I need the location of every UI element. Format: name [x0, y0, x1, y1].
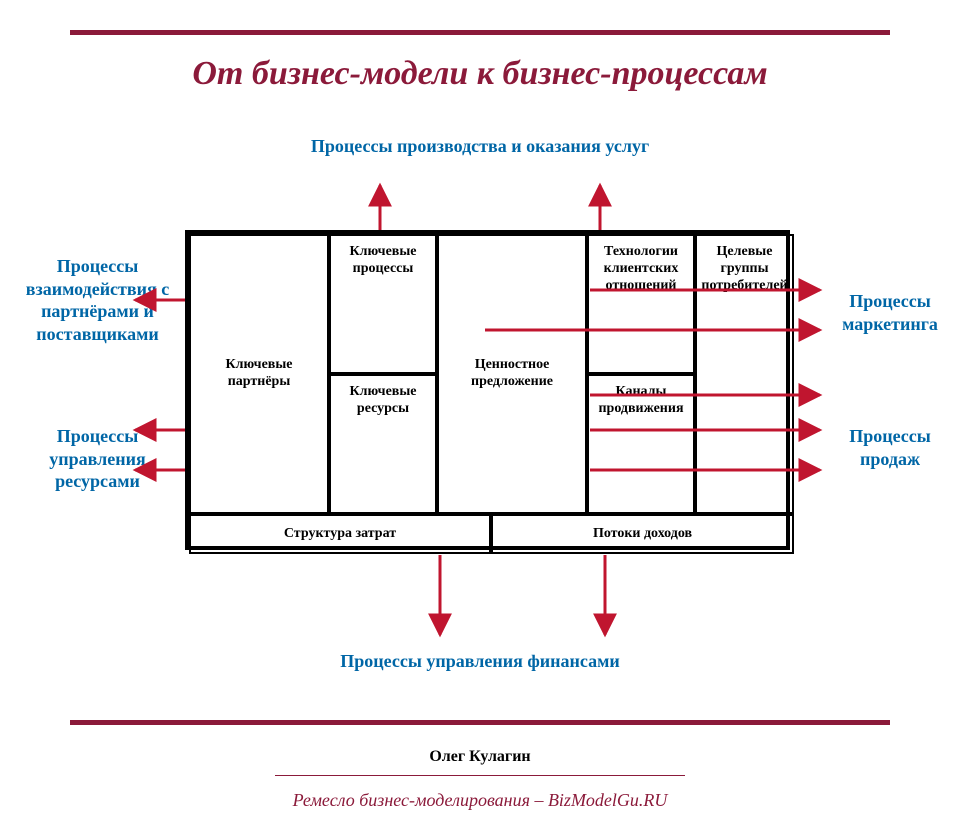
label-production: Процессы производства и оказания услуг	[280, 135, 680, 158]
footer-prefix: Ремесло бизнес-моделирования –	[293, 790, 548, 810]
label-resources: Процессы управления ресурсами	[10, 425, 185, 493]
top-rule	[70, 30, 890, 35]
footer-text: Ремесло бизнес-моделирования – BizModelG…	[0, 790, 960, 811]
cell-revenue: Потоки доходов	[491, 514, 794, 554]
author-name: Олег Кулагин	[0, 748, 960, 766]
business-model-canvas: Ключевые партнёры Ключевые процессы Ключ…	[185, 230, 790, 550]
footer-site: BizModelGu.RU	[548, 790, 667, 810]
bottom-rule	[70, 720, 890, 725]
cell-value-prop: Ценностное предложение	[437, 234, 587, 514]
page-title: От бизнес-модели к бизнес-процессам	[0, 55, 960, 93]
cell-segments: Целевые группы потребителей	[695, 234, 794, 514]
label-sales: Процессы продаж	[825, 425, 955, 470]
cell-cost: Структура затрат	[189, 514, 491, 554]
cell-key-processes: Ключевые процессы	[329, 234, 437, 374]
cell-channels: Каналы продвижения	[587, 374, 695, 514]
cell-customer-rel: Технологии клиентских отношений	[587, 234, 695, 374]
author-underline	[275, 775, 685, 776]
label-marketing: Процессы маркетинга	[825, 290, 955, 335]
label-partners: Процессы взаимодействия с партнёрами и п…	[10, 255, 185, 345]
cell-key-partners: Ключевые партнёры	[189, 234, 329, 514]
label-finance: Процессы управления финансами	[280, 650, 680, 673]
cell-key-resources: Ключевые ресурсы	[329, 374, 437, 514]
